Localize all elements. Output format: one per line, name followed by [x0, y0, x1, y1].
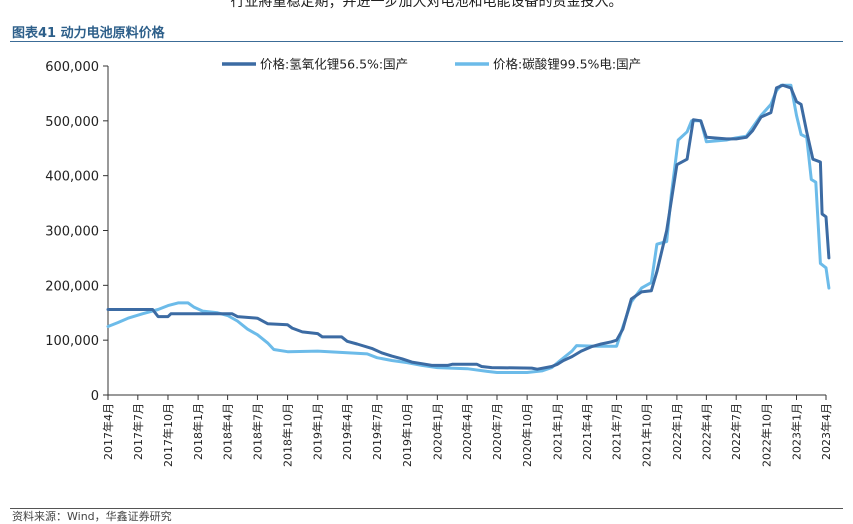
y-tick-label: 400,000 — [45, 170, 99, 185]
x-tick-label: 2019年4月 — [340, 403, 354, 460]
x-tick-label: 2020年1月 — [430, 403, 444, 460]
x-tick-label: 2019年1月 — [311, 403, 325, 460]
x-tick-label: 2020年4月 — [460, 403, 474, 460]
x-tick-label: 2021年10月 — [640, 403, 654, 467]
x-tick-label: 2023年4月 — [819, 403, 833, 460]
legend-label-2: 价格:碳酸锂99.5%电:国产 — [493, 57, 641, 72]
legend-label-1: 价格:氢氧化锂56.5%:国产 — [260, 57, 408, 72]
x-tick-label: 2019年7月 — [370, 403, 384, 460]
x-tick-label: 2021年7月 — [610, 403, 624, 460]
y-tick-label: 300,000 — [45, 225, 99, 240]
x-tick-label: 2018年7月 — [250, 403, 264, 460]
chart-axes: 0 100,000 200,000 300,000 400,000 500,000 600,… — [45, 60, 833, 467]
x-tick-label: 2018年4月 — [221, 403, 235, 460]
x-tick-label: 2023年1月 — [790, 403, 804, 460]
x-tick-label: 2021年4月 — [580, 403, 594, 460]
series-line-1 — [106, 83, 831, 371]
source-rule — [10, 508, 843, 509]
figure-title: 图表41 动力电池原料价格 — [12, 26, 165, 41]
y-tick-label: 500,000 — [45, 115, 99, 130]
x-tick-label: 2020年7月 — [490, 403, 504, 460]
y-tick-label: 600,000 — [45, 60, 99, 75]
x-tick-label: 2018年1月 — [191, 403, 205, 460]
series-line-2 — [106, 83, 831, 374]
chart-legend: 价格:氢氧化锂56.5%:国产 价格:碳酸锂99.5%电:国产 — [222, 57, 641, 72]
x-tick-label: 2018年10月 — [281, 403, 295, 467]
x-tick-label: 2022年4月 — [699, 403, 713, 460]
x-tick-label: 2017年4月 — [101, 403, 115, 460]
title-rule — [10, 41, 843, 42]
x-tick-label: 2022年10月 — [759, 403, 773, 467]
x-tick-label: 2019年10月 — [400, 403, 414, 467]
y-tick-label: 0 — [91, 389, 99, 404]
y-tick-label: 200,000 — [45, 279, 99, 294]
y-tick-label: 100,000 — [45, 334, 99, 349]
x-tick-label: 2021年1月 — [550, 403, 564, 460]
x-tick-label: 2017年10月 — [161, 403, 175, 467]
x-tick-label: 2022年7月 — [729, 403, 743, 460]
source-text: 资料来源：Wind，华鑫证券研究 — [12, 510, 172, 523]
x-tick-label: 2017年7月 — [131, 403, 145, 460]
preceding-paragraph-text: 行业將重稳定期；并进一步加大对电池和电能设备的资金投入。 — [230, 0, 623, 10]
x-tick-label: 2020年10月 — [520, 403, 534, 467]
series-layer — [106, 83, 831, 374]
x-tick-label: 2022年1月 — [670, 403, 684, 460]
